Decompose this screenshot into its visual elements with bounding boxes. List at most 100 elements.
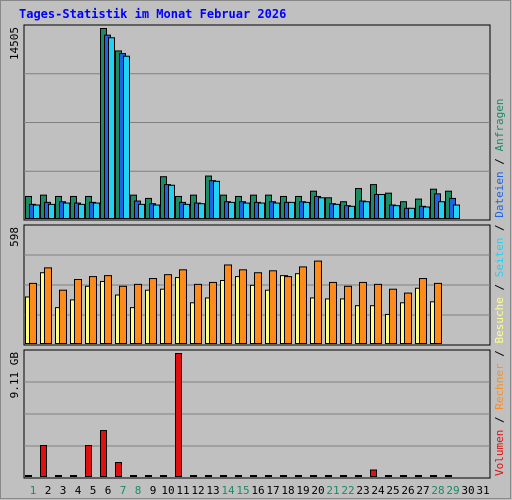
x-tick-label: 5 <box>90 484 97 497</box>
bar-rechner-day-9 <box>149 278 157 344</box>
legend-entry: / <box>493 416 506 429</box>
bar-seiten-day-21 <box>333 203 340 220</box>
legend-entry: / <box>493 284 506 297</box>
bar-seiten-day-2 <box>48 203 55 220</box>
bar-volumen-day-22 <box>340 475 347 477</box>
bar-volumen-day-14 <box>220 475 227 477</box>
bar-volumen-day-9 <box>145 475 152 477</box>
bar-seiten-day-14 <box>228 201 235 219</box>
bar-seiten-day-5 <box>93 202 100 220</box>
legend-entry: Volumen <box>493 430 506 476</box>
x-tick-label: 9 <box>150 484 157 497</box>
bar-volumen-day-18 <box>280 475 287 477</box>
legend-entry: Dateien <box>493 171 506 224</box>
x-tick-label: 19 <box>296 484 309 497</box>
bar-seiten-day-28 <box>438 201 445 220</box>
bar-volumen-day-3 <box>55 475 62 477</box>
bar-rechner-day-7 <box>119 285 127 345</box>
bar-volumen-day-2 <box>40 445 47 478</box>
bars <box>25 28 460 478</box>
bar-seiten-day-3 <box>63 202 70 220</box>
bar-seiten-day-24 <box>378 193 385 220</box>
bar-seiten-day-16 <box>258 202 265 220</box>
x-tick-label: 24 <box>371 484 385 497</box>
x-tick-label: 26 <box>401 484 414 497</box>
bar-volumen-day-16 <box>250 475 257 477</box>
bar-volumen-day-24 <box>370 469 377 478</box>
bar-rechner-day-23 <box>359 281 367 344</box>
bar-rechner-day-1 <box>29 282 37 345</box>
bar-volumen-day-15 <box>235 475 242 477</box>
bar-rechner-day-28 <box>434 282 442 345</box>
bar-rechner-day-17 <box>269 270 277 344</box>
bar-rechner-day-10 <box>164 274 172 345</box>
bar-seiten-day-19 <box>303 201 310 219</box>
x-tick-label: 20 <box>311 484 324 497</box>
bar-volumen-day-6 <box>100 430 107 478</box>
x-tick-label: 27 <box>416 484 429 497</box>
bar-volumen-day-11 <box>175 353 182 477</box>
bar-rechner-day-24 <box>374 283 382 344</box>
bar-volumen-day-12 <box>190 475 197 477</box>
x-tick-label: 31 <box>476 484 489 497</box>
y-max-label-visitors: 598 <box>8 227 21 247</box>
legend-entry: / <box>493 350 506 363</box>
bar-rechner-day-27 <box>419 278 427 344</box>
bar-seiten-day-6 <box>108 37 115 219</box>
bar-volumen-day-19 <box>295 475 302 477</box>
x-tick-label: 10 <box>161 484 174 497</box>
bar-volumen-day-26 <box>400 475 407 477</box>
x-tick-label: 29 <box>446 484 459 497</box>
bar-rechner-day-2 <box>44 267 52 344</box>
x-tick-labels: 1 2 3 4 5 6 7 8 9 10 11 12 13 14 15 16 17 18 19 20 21 22 23 24 2… <box>30 484 490 497</box>
bar-rechner-day-22 <box>344 285 352 345</box>
bar-seiten-day-17 <box>273 202 280 220</box>
x-tick-label: 18 <box>281 484 294 497</box>
bar-seiten-day-25 <box>393 205 400 220</box>
bar-rechner-day-12 <box>194 283 202 344</box>
legend: Volumen / Rechner / Besuche / Seiten / D… <box>493 98 506 476</box>
bar-rechner-day-5 <box>89 276 97 344</box>
bar-rechner-day-8 <box>134 283 142 344</box>
x-tick-label: 23 <box>356 484 369 497</box>
bar-seiten-day-12 <box>198 203 205 219</box>
bar-volumen-day-1 <box>25 475 32 477</box>
legend-text: Volumen / Rechner / Besuche / Seiten / D… <box>493 98 506 476</box>
x-tick-label: 3 <box>60 484 67 497</box>
bar-seiten-day-7 <box>123 55 130 220</box>
bar-seiten-day-4 <box>78 203 85 220</box>
bar-rechner-day-21 <box>329 281 337 344</box>
bar-rechner-day-26 <box>404 292 412 344</box>
bar-rechner-day-16 <box>254 272 262 344</box>
bar-rechner-day-4 <box>74 279 82 344</box>
bar-rechner-day-11 <box>179 269 187 344</box>
x-tick-label: 16 <box>251 484 264 497</box>
x-tick-label: 4 <box>75 484 82 497</box>
bar-seiten-day-26 <box>408 207 415 220</box>
bar-volumen-day-23 <box>355 475 362 477</box>
x-tick-label: 7 <box>120 484 127 497</box>
bar-volumen-day-21 <box>325 475 332 477</box>
bar-seiten-day-9 <box>153 204 160 219</box>
bar-rechner-day-18 <box>284 276 292 344</box>
bar-seiten-day-10 <box>168 184 175 220</box>
legend-entry: Anfragen <box>493 98 506 158</box>
bar-rechner-day-3 <box>59 289 67 344</box>
bar-seiten-day-11 <box>183 203 190 220</box>
bar-rechner-day-15 <box>239 269 247 344</box>
bar-seiten-day-27 <box>423 206 430 220</box>
bar-seiten-day-23 <box>363 201 370 220</box>
bar-volumen-day-8 <box>130 475 137 477</box>
panels <box>23 24 491 479</box>
bar-volumen-day-10 <box>160 475 167 477</box>
bar-volumen-day-25 <box>385 475 392 477</box>
bar-volumen-day-29 <box>445 475 452 477</box>
bar-volumen-day-5 <box>85 445 92 478</box>
x-tick-label: 25 <box>386 484 399 497</box>
x-tick-label: 2 <box>45 484 52 497</box>
x-tick-label: 15 <box>236 484 249 497</box>
bar-rechner-day-13 <box>209 281 217 344</box>
legend-entry: Seiten <box>493 238 506 284</box>
bar-seiten-day-20 <box>318 197 325 219</box>
bar-rechner-day-14 <box>224 264 232 344</box>
